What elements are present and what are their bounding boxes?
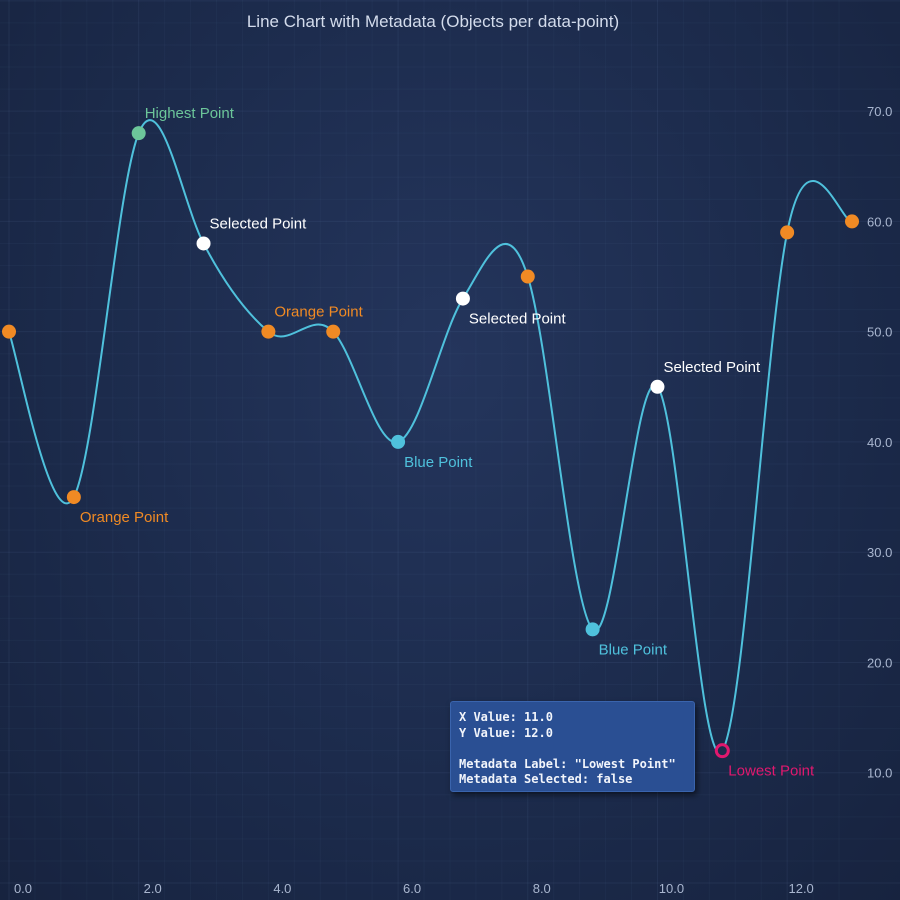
chart-title: Line Chart with Metadata (Objects per da… — [246, 12, 620, 31]
point-label: Selected Point — [210, 215, 308, 232]
x-tick-label: 10.0 — [659, 881, 684, 896]
series-line — [8, 119, 853, 754]
data-points — [2, 126, 859, 759]
point-label: Lowest Point — [728, 763, 815, 780]
tooltip-metadata-label: Metadata Label: "Lowest Point" — [459, 756, 676, 771]
data-point[interactable] — [714, 743, 730, 759]
y-tick-label: 20.0 — [867, 655, 892, 670]
y-tick-label: 60.0 — [867, 214, 892, 229]
x-tick-label: 8.0 — [533, 881, 551, 896]
point-label: Selected Point — [469, 311, 567, 328]
point-label: Highest Point — [145, 105, 235, 122]
y-tick-label: 40.0 — [867, 435, 892, 450]
data-point[interactable] — [845, 214, 859, 229]
data-point[interactable] — [650, 379, 665, 394]
data-point[interactable] — [261, 324, 276, 339]
y-axis: 10.0 20.0 30.0 40.0 50.0 60.0 70.0 — [867, 104, 892, 781]
tooltip-x-value: X Value: 11.0 — [459, 710, 553, 724]
y-tick-label: 10.0 — [867, 766, 892, 781]
data-point[interactable] — [2, 324, 16, 339]
x-tick-label: 12.0 — [788, 881, 813, 896]
data-point[interactable] — [520, 269, 535, 284]
x-tick-label: 0.0 — [14, 881, 32, 896]
point-label: Blue Point — [599, 641, 668, 658]
data-point[interactable] — [585, 622, 600, 637]
point-label: Orange Point — [274, 304, 363, 321]
tooltip: X Value: 11.0 Y Value: 12.0 Metadata Lab… — [450, 701, 695, 792]
y-tick-label: 70.0 — [867, 104, 892, 119]
data-point[interactable] — [391, 434, 406, 449]
data-point[interactable] — [455, 291, 470, 306]
x-tick-label: 4.0 — [273, 881, 291, 896]
point-label: Blue Point — [404, 454, 473, 471]
x-tick-label: 6.0 — [403, 881, 421, 896]
data-point[interactable] — [326, 324, 341, 339]
y-tick-label: 30.0 — [867, 545, 892, 560]
y-tick-label: 50.0 — [867, 325, 892, 340]
point-labels: Orange Point Highest Point Selected Point O… — [80, 105, 815, 779]
data-point[interactable] — [780, 225, 795, 240]
point-label: Selected Point — [663, 359, 761, 376]
x-tick-label: 2.0 — [144, 881, 162, 896]
tooltip-metadata-selected: Metadata Selected: false — [459, 772, 633, 786]
data-point[interactable] — [66, 490, 81, 505]
tooltip-y-value: Y Value: 12.0 — [459, 725, 553, 740]
x-axis: 0.0 2.0 4.0 6.0 8.0 10.0 12.0 — [14, 881, 814, 896]
data-point[interactable] — [131, 126, 146, 141]
point-label: Orange Point — [80, 509, 169, 526]
data-point[interactable] — [196, 236, 211, 251]
